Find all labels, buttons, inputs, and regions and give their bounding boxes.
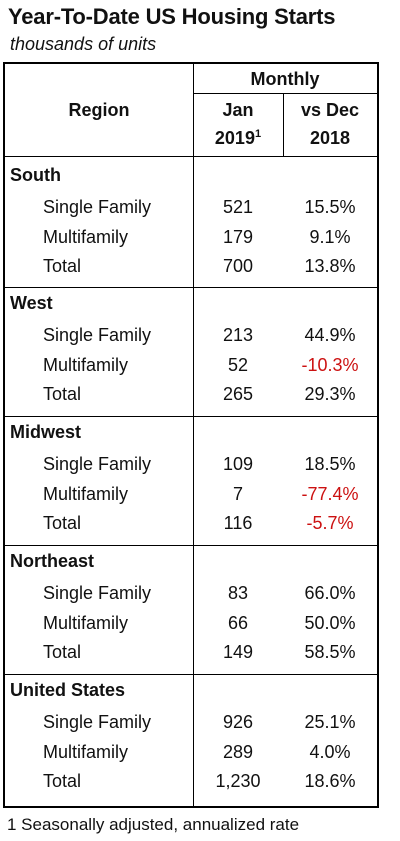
row-label: Single Family bbox=[43, 325, 152, 345]
section-divider bbox=[5, 287, 377, 288]
vs-dec-change: 15.5% bbox=[304, 197, 356, 217]
footnote-marker: 1 bbox=[254, 128, 262, 140]
jan-2019-value: 926 bbox=[222, 712, 254, 732]
row-label: Single Family bbox=[43, 454, 152, 474]
section-divider bbox=[5, 416, 377, 417]
row-label: Single Family bbox=[43, 197, 152, 217]
vs-dec-change: -77.4% bbox=[301, 483, 359, 504]
row-label: Multifamily bbox=[43, 741, 129, 762]
section-header: Midwest bbox=[10, 422, 82, 442]
row-label: Total bbox=[43, 642, 82, 662]
jan-2019-value: 109 bbox=[222, 454, 254, 474]
section-divider bbox=[5, 674, 377, 675]
column-divider bbox=[193, 64, 194, 806]
page-subtitle: thousands of units bbox=[10, 34, 157, 54]
vs-dec-change: 13.8% bbox=[304, 256, 356, 276]
jan-2019-value: 289 bbox=[222, 741, 254, 762]
vs-dec-change: 58.5% bbox=[304, 642, 356, 662]
row-label: Multifamily bbox=[43, 612, 129, 633]
jan-2019-value: 7 bbox=[232, 483, 243, 504]
jan-2019-value: 213 bbox=[222, 325, 254, 345]
row-label: Single Family bbox=[43, 712, 152, 732]
housing-starts-table: Region Monthly Jan 20191 vs Dec 2018 Sou… bbox=[3, 62, 379, 808]
vs-dec-change: 18.5% bbox=[304, 454, 356, 474]
header-bottom-border bbox=[5, 156, 377, 157]
vs-dec-header-line2: 2018 bbox=[309, 128, 351, 148]
vs-dec-change: 50.0% bbox=[304, 612, 356, 633]
vs-dec-change: -10.3% bbox=[301, 354, 359, 375]
vs-dec-change: 4.0% bbox=[309, 741, 351, 762]
jan-2019-value: 521 bbox=[222, 197, 254, 217]
jan-2019-value: 700 bbox=[222, 256, 254, 276]
section-header: United States bbox=[10, 680, 126, 700]
jan-2019-column-header: Jan 20191 bbox=[193, 96, 283, 152]
vs-dec-change: 66.0% bbox=[304, 583, 356, 603]
vs-dec-change: 9.1% bbox=[309, 226, 351, 247]
vs-dec-change: -5.7% bbox=[306, 513, 354, 533]
section-divider bbox=[5, 545, 377, 546]
header-divider bbox=[193, 93, 377, 94]
jan-2019-value: 149 bbox=[222, 642, 254, 662]
section-header: West bbox=[10, 293, 53, 313]
jan-2019-header-line2: 20191 bbox=[214, 128, 262, 148]
jan-2019-value: 179 bbox=[222, 226, 254, 247]
jan-2019-value: 52 bbox=[227, 354, 249, 375]
vs-dec-change: 18.6% bbox=[304, 771, 356, 791]
vs-dec-change: 44.9% bbox=[304, 325, 356, 345]
jan-2019-value: 83 bbox=[227, 583, 249, 603]
footnote: 1 Seasonally adjusted, annualized rate bbox=[7, 815, 300, 834]
header-column-divider bbox=[283, 93, 284, 156]
vs-dec-change: 29.3% bbox=[304, 384, 356, 404]
jan-2019-value: 116 bbox=[223, 513, 253, 533]
row-label: Total bbox=[43, 771, 82, 791]
row-label: Multifamily bbox=[43, 483, 129, 504]
jan-2019-value: 1,230 bbox=[215, 771, 261, 791]
row-label: Multifamily bbox=[43, 354, 129, 375]
jan-2019-header-line1: Jan bbox=[222, 100, 254, 120]
row-label: Total bbox=[43, 384, 82, 404]
page-title: Year-To-Date US Housing Starts bbox=[8, 4, 336, 29]
jan-2019-value: 66 bbox=[227, 612, 249, 633]
row-label: Total bbox=[43, 513, 82, 533]
jan-2019-value: 265 bbox=[222, 384, 254, 404]
vs-dec-2018-column-header: vs Dec 2018 bbox=[283, 96, 377, 152]
section-header: Northeast bbox=[10, 551, 95, 571]
monthly-group-header: Monthly bbox=[250, 69, 320, 89]
row-label: Single Family bbox=[43, 583, 152, 603]
vs-dec-header-line1: vs Dec bbox=[300, 100, 360, 120]
region-column-header: Region bbox=[68, 100, 130, 120]
vs-dec-change: 25.1% bbox=[304, 712, 356, 732]
row-label: Multifamily bbox=[43, 226, 129, 247]
section-header: South bbox=[10, 165, 61, 185]
row-label: Total bbox=[43, 256, 82, 276]
